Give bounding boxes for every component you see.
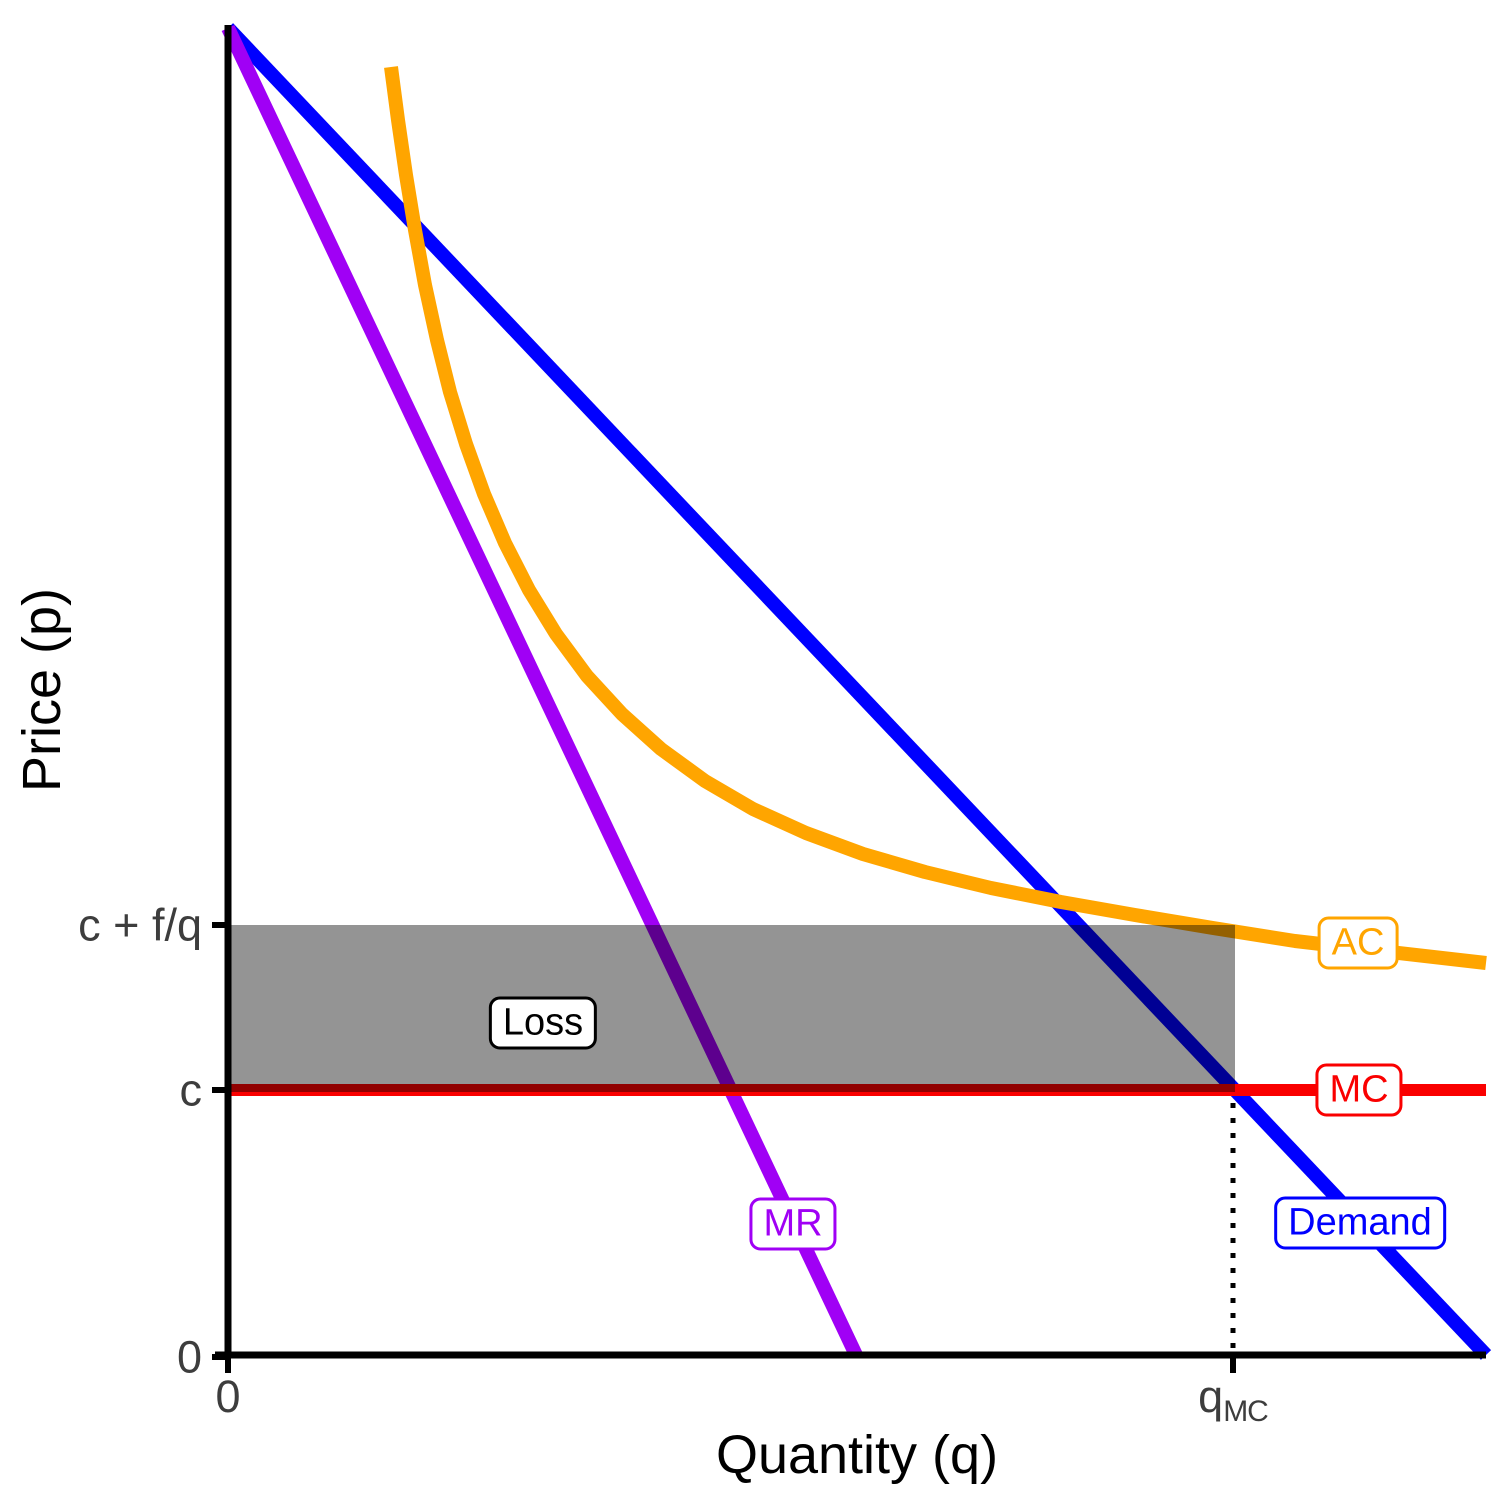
label-mc-box: MC	[1315, 1063, 1403, 1117]
series-mr-line	[221, 25, 863, 1358]
y-tick-label: c + f/q	[78, 899, 202, 951]
axes-lines	[215, 25, 1486, 1359]
x-tick-label: 0	[215, 1374, 240, 1427]
x-tick-base: q	[1198, 1371, 1224, 1422]
series-demand-line	[222, 23, 1492, 1360]
label-loss-box: Loss	[488, 996, 598, 1050]
series-ac-line	[384, 66, 1487, 970]
x-tick-base: 0	[215, 1371, 241, 1422]
label-demand-box: Demand	[1274, 1196, 1446, 1250]
label-ac-box: AC	[1317, 916, 1399, 970]
x-axis-title: Quantity (q)	[715, 1425, 999, 1485]
x-tick-label: qMC	[1198, 1371, 1269, 1428]
label-mr-box: MR	[749, 1197, 837, 1251]
y-axis-title: Price (p)	[12, 587, 72, 793]
loss-region	[228, 925, 1235, 1092]
y-tick-label: c	[179, 1064, 203, 1116]
x-tick-subscript: MC	[1223, 1395, 1269, 1428]
y-tick-label: 0	[176, 1331, 202, 1383]
